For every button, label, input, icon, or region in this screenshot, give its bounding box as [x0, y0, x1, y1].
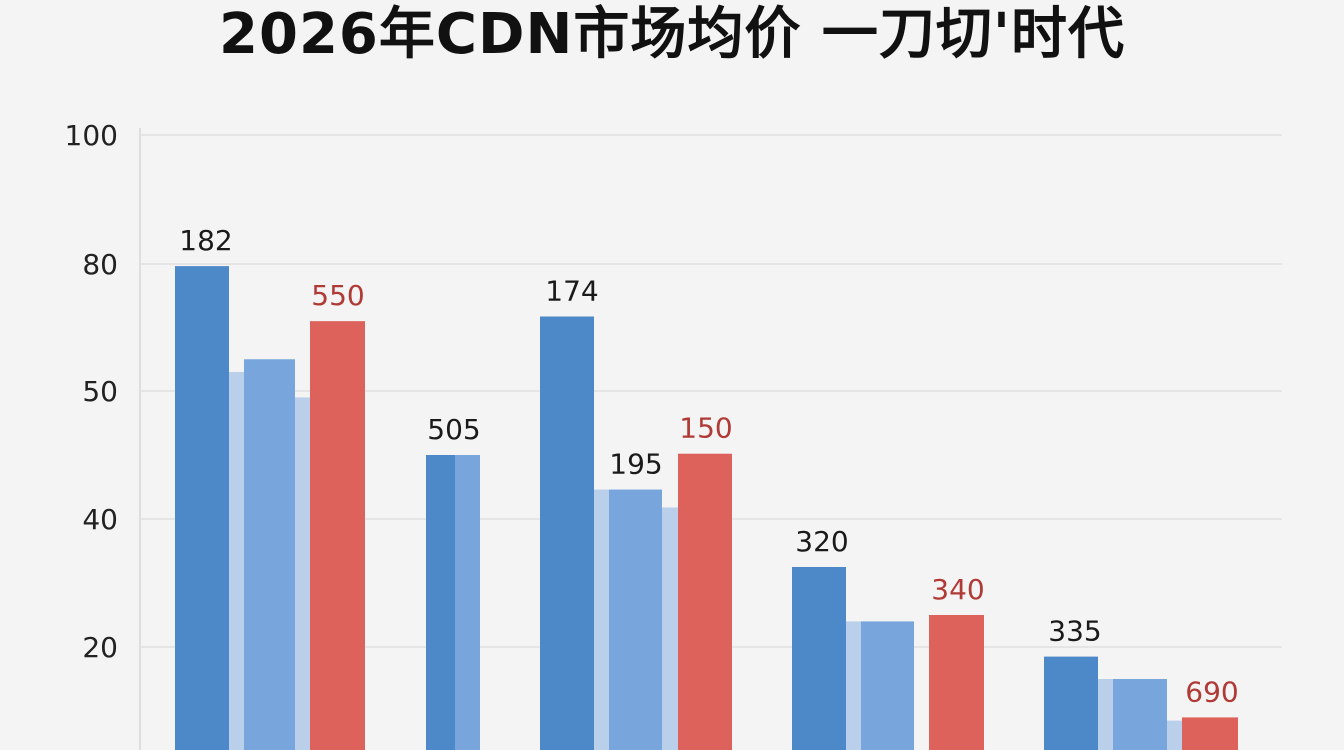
bar-red: [310, 321, 365, 750]
plot-bars: [175, 266, 1238, 750]
data-label: 690: [1185, 675, 1238, 708]
data-label: 550: [311, 279, 364, 312]
data-label: 150: [679, 412, 732, 445]
bar-red: [678, 453, 732, 750]
bar-dark_blue: [1044, 656, 1098, 750]
data-label: 174: [545, 274, 598, 307]
bar-dark_blue: [426, 455, 455, 750]
bar-mid_blue: [455, 455, 480, 750]
bar-red: [929, 615, 984, 750]
y-tick-label: 80: [82, 248, 118, 281]
bar-mid_blue: [861, 621, 914, 750]
bar-dark_blue: [792, 567, 846, 750]
bar-dark_blue: [175, 266, 229, 750]
data-labels: 182 550 505 174 195 150 320 340 335 690: [179, 224, 1238, 708]
bar-red: [1182, 717, 1238, 750]
bar-dark_blue: [540, 316, 594, 750]
bar-pale_blue: [594, 489, 609, 750]
chart-title: 2026年CDN市场均价 一刀切'时代: [219, 2, 1125, 67]
y-tick-label: 100: [65, 119, 118, 152]
data-label: 505: [427, 413, 480, 446]
y-tick-label: 20: [82, 631, 118, 664]
y-tick-label: 40: [82, 503, 118, 536]
bar-pale_blue: [846, 621, 861, 750]
bar-mid_blue: [609, 489, 662, 750]
data-label: 340: [931, 573, 984, 606]
bar-pale_blue: [229, 371, 244, 750]
y-tick-label: 50: [82, 375, 118, 408]
data-label: 182: [179, 224, 232, 257]
bar-mid_blue: [1113, 679, 1167, 750]
data-label: 320: [795, 525, 848, 558]
bar-pale_blue: [1098, 679, 1113, 750]
y-axis: 100 80 50 40 20: [65, 119, 118, 664]
bar-mid_blue: [244, 359, 295, 750]
data-label: 195: [609, 448, 662, 481]
data-label: 335: [1048, 615, 1101, 648]
